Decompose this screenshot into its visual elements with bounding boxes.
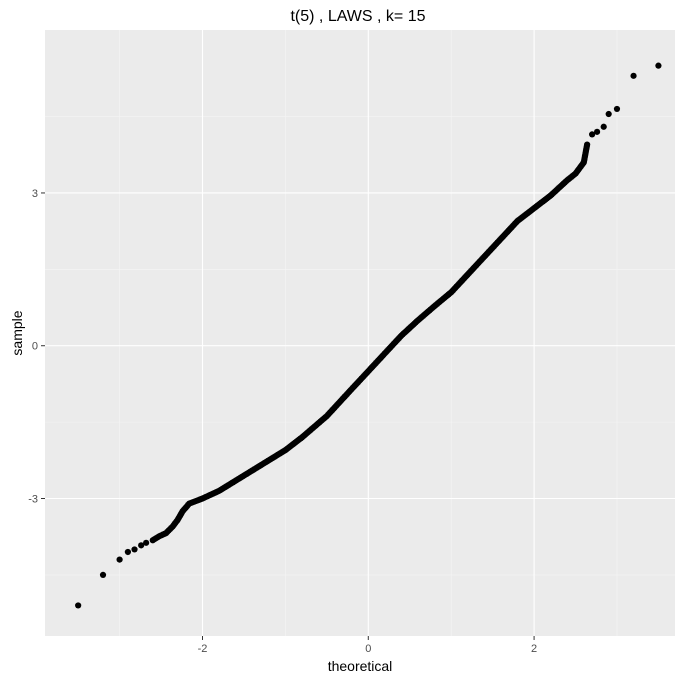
data-point <box>138 542 145 549</box>
data-point <box>613 105 621 113</box>
data-point <box>116 556 123 563</box>
major-grid <box>45 30 675 636</box>
minor-grid <box>45 30 675 636</box>
y-tick-label: 3 <box>32 188 38 200</box>
data-point <box>655 62 662 69</box>
data-point <box>143 539 150 546</box>
data-point <box>630 72 637 79</box>
data-point <box>600 123 607 130</box>
data-point <box>99 571 107 578</box>
data-point <box>75 602 82 609</box>
plot-panel <box>45 30 675 636</box>
x-tick-label: -2 <box>198 643 208 655</box>
data-point <box>589 131 596 138</box>
data-point <box>605 110 612 118</box>
y-axis-ticks: -3 0 3 <box>28 188 45 506</box>
y-tick-label: -3 <box>28 494 38 506</box>
x-axis-ticks: -2 0 2 <box>198 636 537 655</box>
chart-title: t(5) , LAWS , k= 15 <box>290 8 425 25</box>
y-tick-label: 0 <box>32 341 38 353</box>
data-point <box>131 546 138 553</box>
y-axis-label: sample <box>9 310 25 355</box>
data-point <box>593 128 601 135</box>
x-tick-label: 2 <box>531 643 537 655</box>
x-tick-label: 0 <box>365 643 371 655</box>
data-point <box>584 141 591 148</box>
x-axis-label: theoretical <box>328 658 393 674</box>
data-point <box>124 548 131 556</box>
data-points <box>75 62 662 609</box>
